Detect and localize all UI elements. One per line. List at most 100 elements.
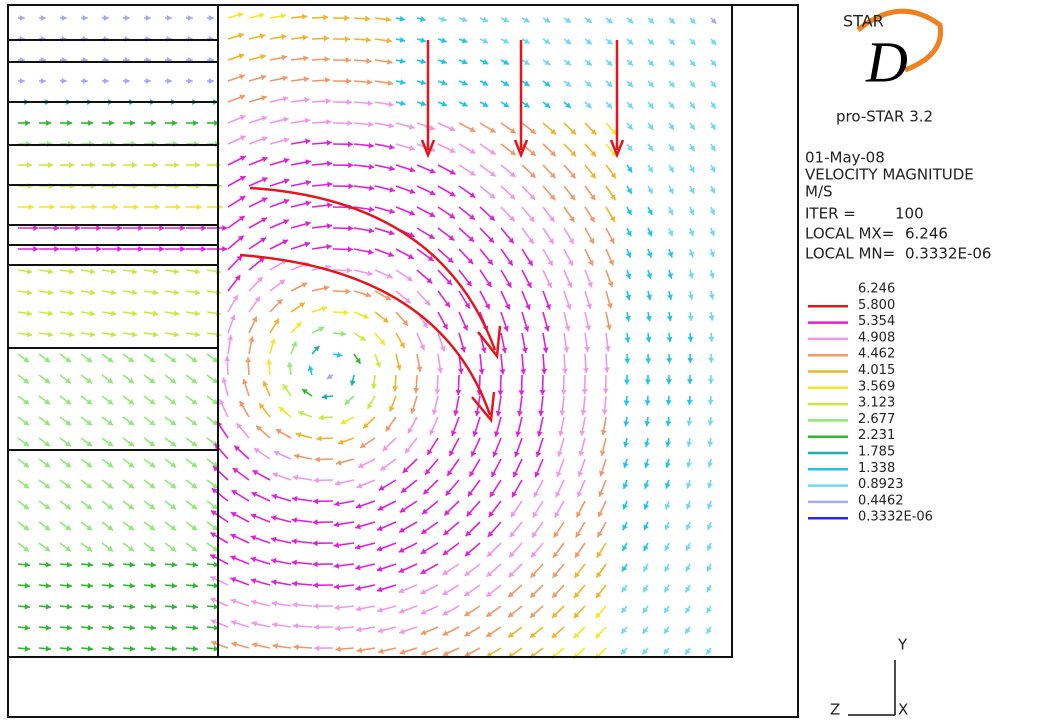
vector-head	[665, 441, 671, 446]
vector-head	[134, 204, 139, 210]
axis-triad	[848, 660, 895, 715]
vector-head	[109, 562, 114, 568]
vector-head	[172, 583, 177, 589]
vector-head	[172, 120, 177, 126]
vector-head	[308, 365, 314, 371]
vector-head	[607, 303, 613, 309]
vector-head	[313, 498, 318, 504]
vector-head	[687, 358, 693, 363]
vector-head	[151, 604, 156, 610]
vector-head	[69, 162, 74, 168]
vector-head	[167, 78, 172, 84]
vector-head	[193, 120, 198, 126]
vector-head	[176, 204, 181, 210]
vector-head	[54, 246, 59, 252]
vector-head	[366, 37, 371, 43]
legend-label: 3.569	[858, 379, 895, 394]
vector-head	[224, 356, 230, 361]
vector-head	[41, 78, 46, 84]
vector-head	[71, 204, 76, 210]
vector-head	[46, 625, 51, 631]
vector-head	[501, 348, 507, 354]
vector-head	[602, 409, 608, 414]
vector-head	[222, 225, 227, 231]
vector-head	[327, 161, 332, 167]
vector-head	[319, 415, 324, 421]
vector-head	[367, 79, 372, 85]
vector-head	[146, 15, 151, 21]
vector-head	[434, 389, 440, 394]
quantity: VELOCITY MAGNITUDE	[805, 166, 974, 184]
vector-head	[389, 208, 395, 214]
vector-head	[368, 100, 373, 106]
legend-label: 4.015	[858, 363, 895, 378]
vector-head	[624, 400, 630, 405]
vector-head	[266, 359, 272, 364]
vector-head	[67, 562, 72, 568]
vector-head	[312, 540, 317, 546]
inlet-partitions	[8, 5, 218, 657]
vector-head	[432, 409, 438, 415]
legend-label: 0.3332E-06	[858, 510, 933, 525]
vector-head	[180, 246, 185, 252]
unit: M/S	[805, 183, 833, 201]
vector-head	[708, 400, 714, 405]
vector-head	[378, 628, 384, 634]
vector-head	[294, 453, 299, 459]
vector-head	[481, 347, 487, 353]
vector-head	[104, 78, 109, 84]
vector-head	[400, 100, 406, 106]
vector-head	[222, 246, 227, 252]
vector-head	[130, 583, 135, 589]
vector-head	[283, 117, 289, 123]
vector-head	[392, 386, 398, 391]
vector-head	[25, 646, 30, 652]
vector-head	[646, 337, 652, 342]
vector-head	[343, 310, 348, 316]
vector-head	[46, 120, 51, 126]
vector-head	[494, 431, 500, 437]
vector-head	[334, 563, 339, 569]
min-label: LOCAL MN=	[805, 245, 895, 263]
vector-head	[83, 78, 88, 84]
vector-head	[193, 583, 198, 589]
vector-head	[565, 325, 571, 331]
vector-head	[305, 221, 311, 227]
vector-head	[48, 162, 53, 168]
vector-head	[645, 379, 651, 384]
vector-field	[18, 12, 716, 659]
vector-head	[578, 451, 584, 457]
vector-head	[293, 623, 298, 629]
vector-head	[335, 480, 341, 486]
vector-head	[62, 78, 67, 84]
vector-head	[644, 442, 650, 448]
vector-head	[520, 369, 526, 374]
vector-head	[125, 78, 130, 84]
vector-head	[88, 625, 93, 631]
vector-head	[541, 369, 547, 374]
vector-head	[413, 388, 419, 393]
vector-head	[400, 58, 406, 64]
vector-head	[537, 431, 543, 437]
logo-product: pro-STAR 3.2	[836, 108, 933, 126]
vector-head	[251, 621, 257, 627]
vector-head	[665, 462, 671, 468]
vector-head	[455, 390, 461, 395]
vector-head	[645, 358, 651, 363]
axis-x: X	[898, 701, 908, 719]
vector-head	[46, 583, 51, 589]
vector-head	[355, 565, 361, 571]
legend-label: 6.246	[858, 282, 895, 297]
vector-head	[292, 602, 297, 608]
vector-head	[113, 204, 118, 210]
vector-head	[604, 367, 610, 372]
vector-head	[33, 246, 38, 252]
vector-head	[25, 583, 30, 589]
vector-head	[687, 400, 693, 405]
logo-letter: D	[865, 29, 908, 94]
legend-label: 2.231	[858, 428, 895, 443]
vector-head	[46, 646, 51, 652]
vector-head	[368, 143, 373, 149]
vector-head	[251, 600, 257, 606]
vector-head	[409, 145, 415, 151]
